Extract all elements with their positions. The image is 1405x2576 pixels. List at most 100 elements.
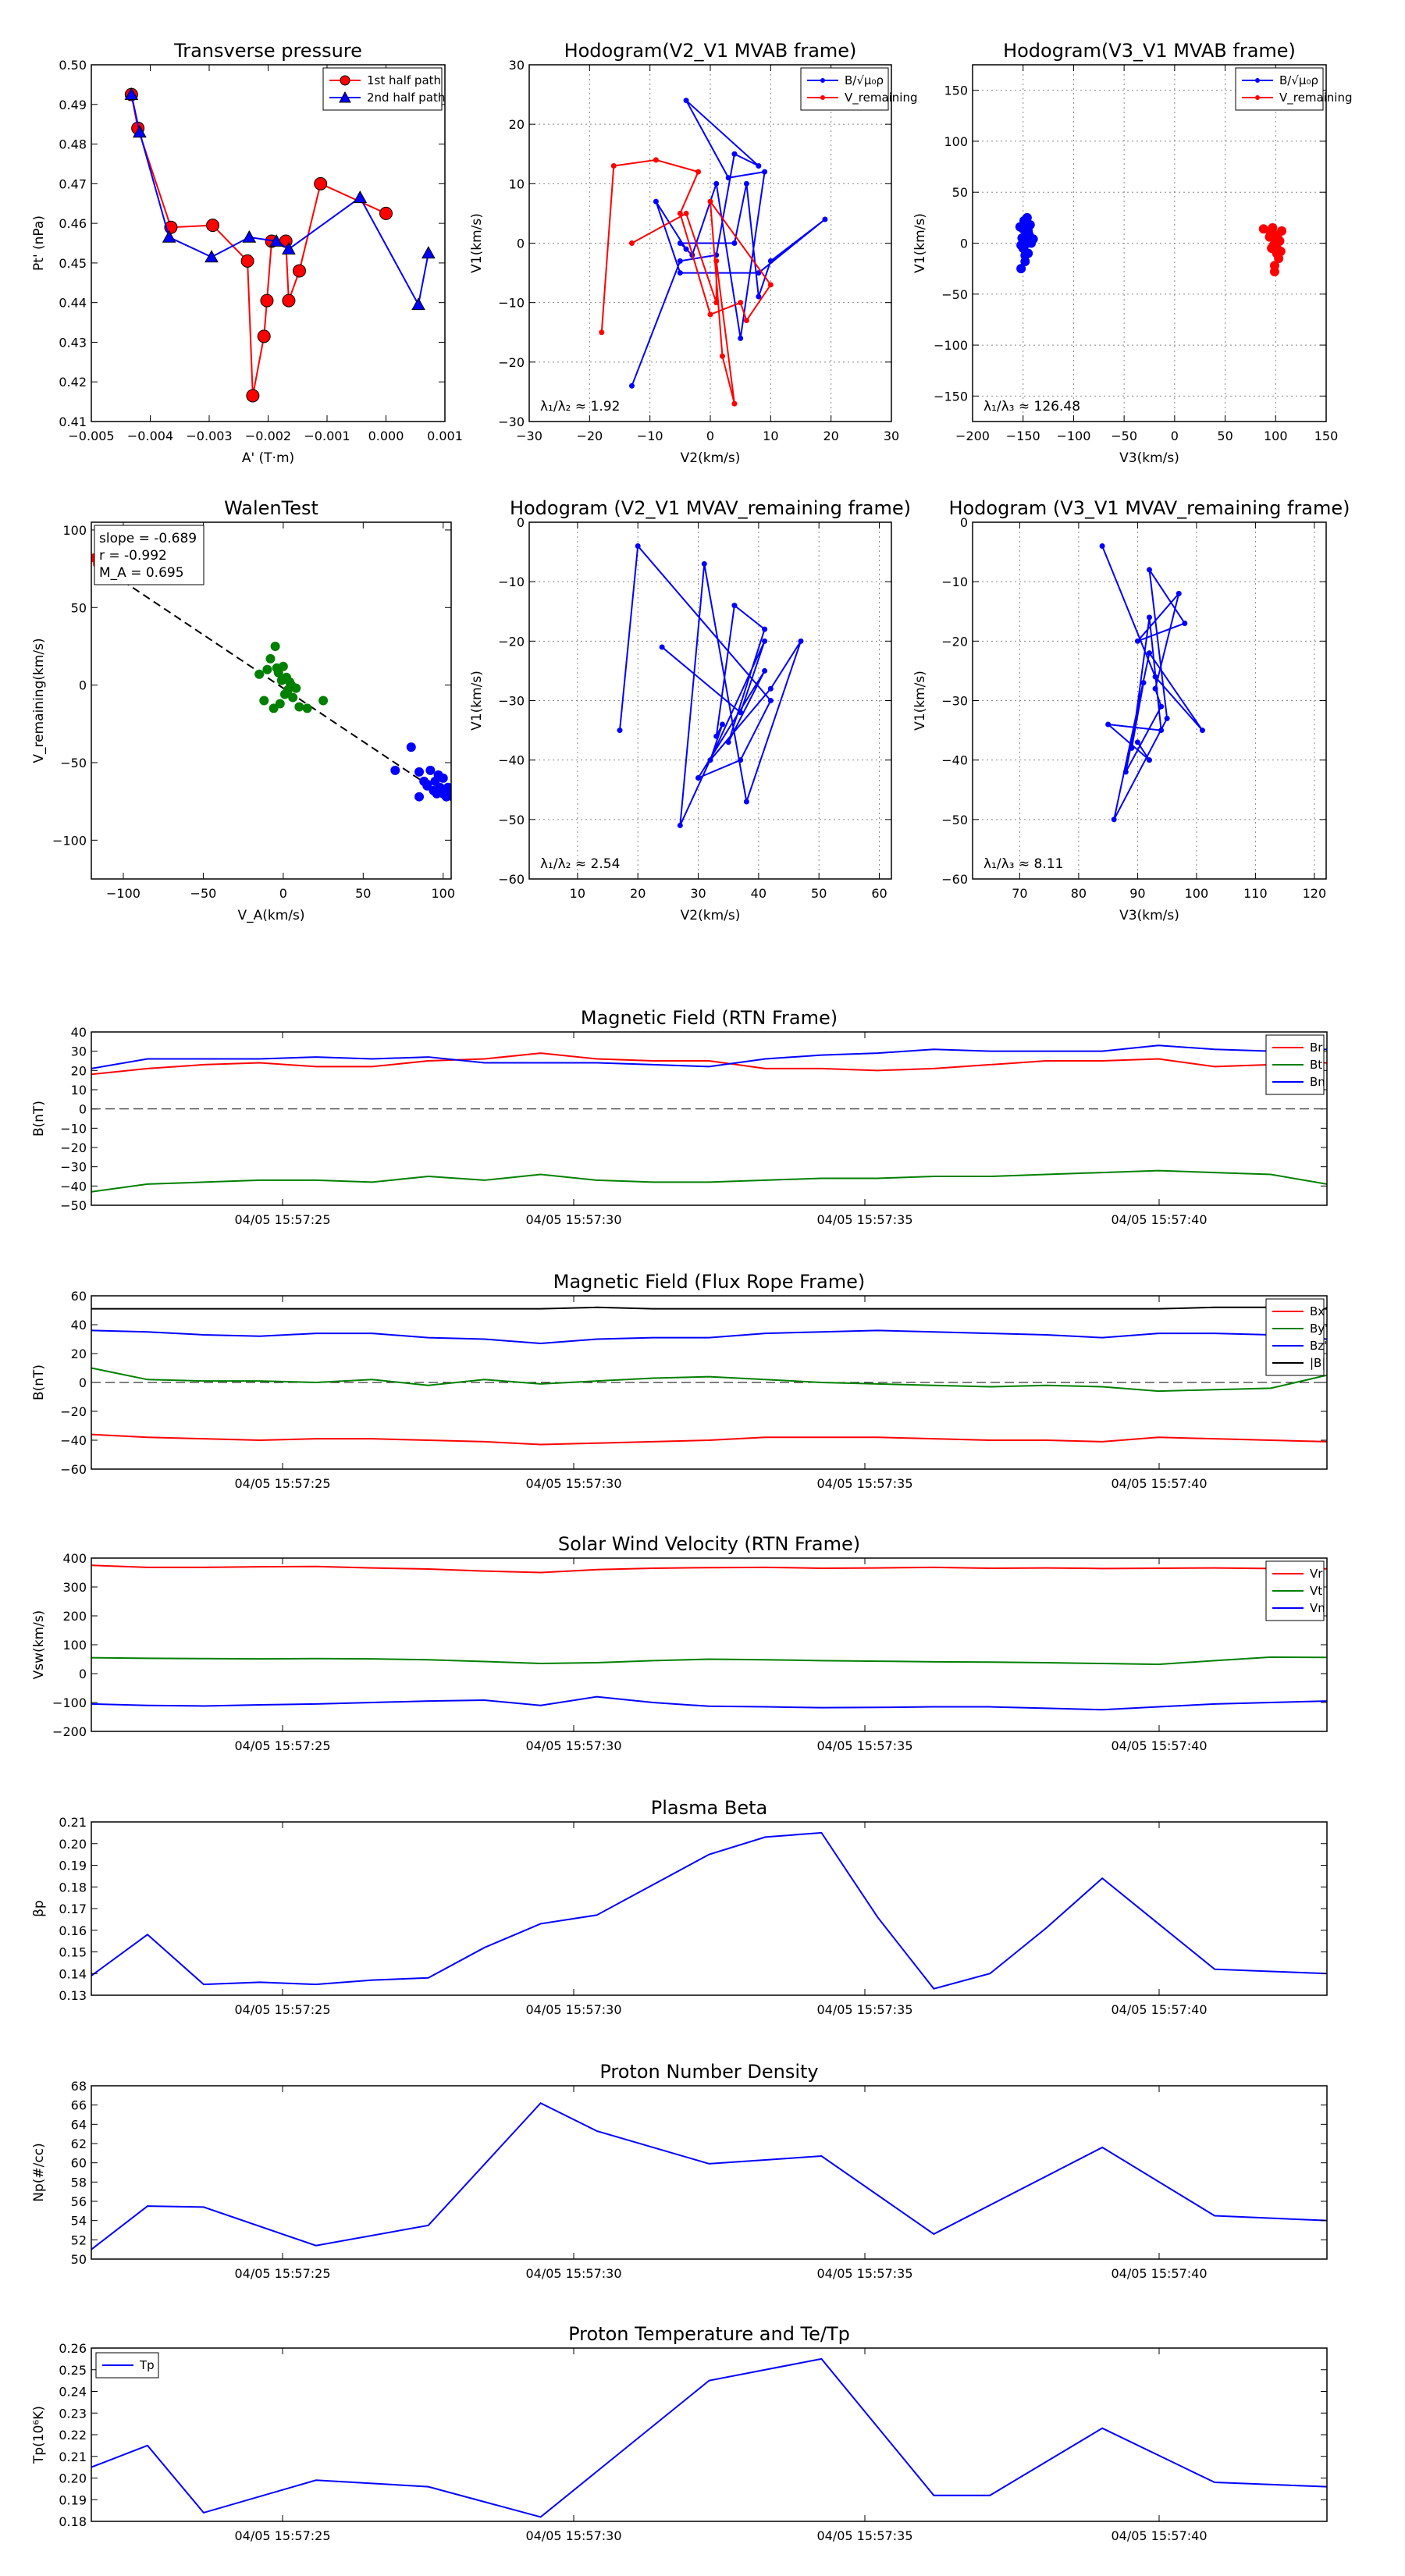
legend-label: Bt	[1310, 1058, 1322, 1072]
y-tick-label: 0	[79, 1375, 87, 1390]
y-tick-label: 0.22	[59, 2428, 87, 2443]
data-point	[822, 216, 828, 222]
series-line	[130, 94, 429, 308]
chart-title: Hodogram(V3_V1 MVAB frame)	[1003, 40, 1296, 62]
data-point	[205, 250, 219, 263]
series-line-Bn	[91, 1044, 1327, 1069]
plot-area	[617, 543, 804, 828]
x-tick-label: 04/05 15:57:30	[525, 1212, 621, 1227]
y-tick-label: −20	[498, 355, 525, 370]
data-point	[743, 318, 749, 324]
data-point	[206, 219, 220, 233]
data-point	[1147, 567, 1152, 573]
y-tick-label: 0.25	[59, 2363, 87, 2378]
data-point	[798, 638, 804, 644]
x-tick-label: 10	[763, 429, 778, 443]
y-tick-label: 0.47	[59, 176, 87, 191]
x-tick-label: 60	[871, 886, 887, 901]
data-point	[767, 685, 774, 692]
y-tick-label: −200	[52, 1724, 87, 1739]
y-tick-label: 150	[944, 84, 968, 98]
data-point	[254, 669, 265, 679]
data-point	[738, 757, 744, 763]
data-point	[659, 644, 665, 650]
y-tick-label: 50	[71, 2252, 87, 2267]
y-tick-label: −10	[60, 1121, 87, 1136]
y-tick-label: 0.26	[59, 2341, 87, 2356]
data-point	[683, 246, 689, 252]
x-tick-label: −100	[1056, 429, 1090, 443]
x-tick-label: 04/05 15:57:25	[234, 2002, 330, 2017]
data-point	[617, 728, 623, 734]
y-tick-label: 0.16	[59, 1923, 87, 1938]
plot-frame	[91, 2085, 1328, 2260]
data-point	[701, 560, 707, 567]
y-tick-label: −30	[498, 694, 525, 709]
series-V_remaining	[1258, 222, 1287, 277]
data-point	[1022, 212, 1032, 222]
y-tick-label: 0.46	[59, 216, 87, 231]
data-point	[695, 775, 702, 781]
chart-walen-test: WalenTest −100 −50 0 50 100 −100 −50 0 50 100 V_A(k…	[31, 497, 455, 923]
data-point	[1264, 232, 1275, 242]
data-point	[1164, 715, 1170, 721]
y-tick-label: 58	[71, 2175, 87, 2190]
legend-marker	[820, 78, 825, 83]
x-tick-label: 0	[1171, 429, 1179, 443]
data-point	[599, 329, 605, 336]
x-tick-label: 50	[355, 886, 371, 901]
x-tick-label: 120	[1303, 886, 1327, 901]
data-point	[1140, 680, 1147, 686]
x-tick-label: 30	[690, 886, 706, 901]
x-tick-label: 04/05 15:57:35	[816, 2528, 912, 2543]
data-point	[242, 229, 257, 243]
data-point	[743, 799, 749, 805]
x-tick-label: 04/05 15:57:40	[1111, 1738, 1207, 1753]
y-tick-label: 0.15	[59, 1945, 87, 1960]
data-point	[443, 782, 451, 792]
y-tick-label: 0.50	[59, 58, 87, 73]
y-tick-label: 0	[79, 678, 87, 693]
legend-marker	[340, 75, 350, 86]
stats-text: slope = -0.689	[99, 531, 197, 546]
chart-title: Hodogram(V2_V1 MVAB frame)	[564, 40, 857, 62]
data-point	[1269, 267, 1279, 277]
chart-magnetic-field-flux-rope: Magnetic Field (Flux Rope Frame) −60 −40 −2…	[31, 1271, 1328, 1491]
data-point	[276, 675, 286, 685]
data-point	[162, 229, 176, 243]
y-axis-label: Vsw(km/s)	[31, 1610, 47, 1680]
chart-title: Magnetic Field (Flux Rope Frame)	[553, 1271, 865, 1293]
chart-solar-wind-velocity: Solar Wind Velocity (RTN Frame) −200 −100 0…	[31, 1533, 1328, 1753]
data-point	[719, 721, 725, 728]
y-tick-label: 30	[509, 58, 525, 73]
data-point	[762, 169, 768, 175]
y-tick-label: 0.14	[59, 1966, 87, 1981]
chart-hodogram-v3v1-mvab: Hodogram(V3_V1 MVAB frame) −200 −150 −100 −5…	[912, 40, 1353, 466]
series-line	[600, 158, 772, 404]
data-point	[425, 765, 436, 775]
x-axis-label: V2(km/s)	[681, 908, 741, 923]
x-tick-label: 04/05 15:57:40	[1111, 1476, 1207, 1491]
y-tick-label: 20	[71, 1347, 87, 1361]
series-line-|B|	[91, 1306, 1327, 1310]
data-point	[1019, 241, 1030, 251]
legend-label: By'	[1310, 1322, 1328, 1336]
data-point	[390, 765, 400, 775]
data-point	[628, 382, 635, 389]
y-tick-label: −30	[498, 415, 525, 429]
data-point	[1105, 721, 1112, 728]
y-tick-label: 52	[71, 2233, 87, 2247]
data-point	[756, 162, 762, 169]
y-tick-label: 20	[509, 117, 525, 132]
y-tick-label: 0.41	[59, 415, 87, 429]
data-point	[291, 683, 301, 693]
data-point	[270, 641, 280, 651]
data-point	[1129, 745, 1135, 751]
data-point	[302, 703, 312, 713]
chart-title: Hodogram (V3_V1 MVAV_remaining frame)	[948, 497, 1350, 519]
x-axis-label: V2(km/s)	[681, 450, 741, 466]
y-tick-label: 64	[71, 2117, 87, 2132]
y-tick-label: −60	[60, 1462, 87, 1477]
series-path	[1099, 543, 1205, 823]
chart-hodogram-v3v1-mvav: Hodogram (V3_V1 MVAV_remaining frame) 70 8…	[912, 497, 1350, 923]
